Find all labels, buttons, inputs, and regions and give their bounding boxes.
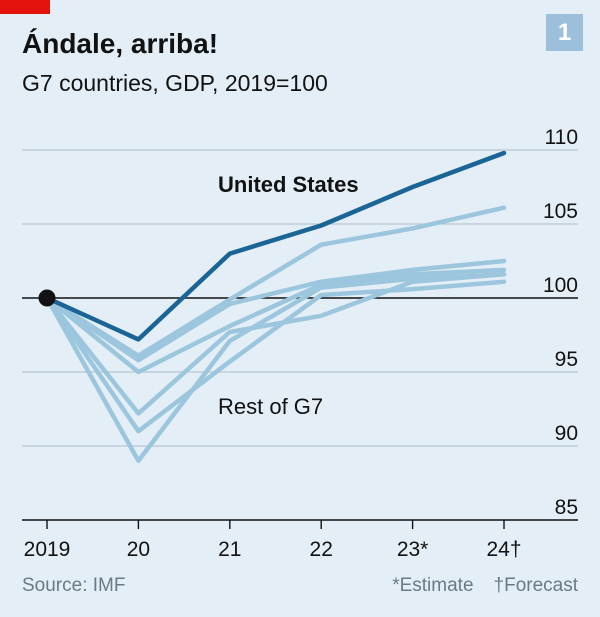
chart-title: Ándale, arriba! bbox=[22, 28, 219, 59]
united-states-label: United States bbox=[218, 172, 359, 197]
rest-of-g7-lines bbox=[44, 205, 507, 464]
rest-of-g7-line-2 bbox=[44, 258, 507, 363]
rest-of-g7-line-5 bbox=[44, 279, 507, 434]
x-tick-label: 2019 bbox=[24, 538, 71, 561]
x-tick-label: 21 bbox=[218, 538, 241, 561]
united-states-line bbox=[44, 150, 507, 342]
rest-of-g7-line-4 bbox=[44, 272, 507, 416]
x-tick-label: 20 bbox=[127, 538, 150, 561]
rest-of-g7-label: Rest of G7 bbox=[218, 394, 323, 419]
rest-of-g7-line-3 bbox=[44, 267, 507, 375]
source-note: Source: IMF bbox=[22, 575, 126, 596]
x-axis: 2019 20 21 22 23* 24† bbox=[22, 519, 578, 561]
chart-subtitle: G7 countries, GDP, 2019=100 bbox=[22, 70, 328, 96]
x-tick-label: 24† bbox=[486, 538, 521, 561]
y-tick-label: 85 bbox=[555, 496, 578, 519]
y-tick-label: 105 bbox=[543, 200, 578, 223]
y-tick-label: 100 bbox=[543, 274, 578, 297]
x-tick-label: 23* bbox=[397, 538, 429, 561]
gridlines: 85 90 95 100 105 110 bbox=[22, 126, 578, 519]
start-point-marker bbox=[38, 289, 56, 307]
estimate-note: *Estimate bbox=[392, 575, 474, 596]
x-tick-label: 22 bbox=[310, 538, 333, 561]
y-tick-label: 95 bbox=[555, 348, 578, 371]
forecast-note: †Forecast bbox=[493, 575, 578, 596]
y-tick-label: 90 bbox=[555, 422, 578, 445]
rest-of-g7-line-1 bbox=[44, 205, 507, 358]
chart-number-badge: 1 bbox=[546, 14, 583, 51]
united-states-line-group bbox=[38, 150, 507, 342]
y-tick-label: 110 bbox=[545, 126, 578, 149]
brand-red-tab bbox=[0, 0, 50, 14]
footnotes: *Estimate †Forecast bbox=[392, 575, 578, 597]
rest-of-g7-line-6 bbox=[44, 272, 507, 464]
